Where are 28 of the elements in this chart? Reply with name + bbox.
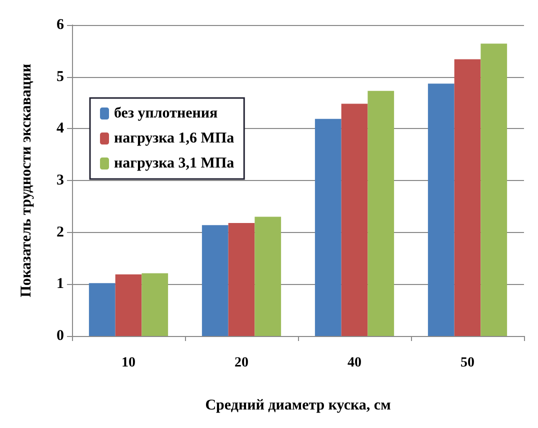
legend-label: нагрузка 1,6 МПа: [114, 130, 235, 146]
bar: [88, 283, 116, 336]
x-tick-label: 50: [460, 356, 474, 370]
bar: [254, 216, 282, 336]
x-tick-label: 20: [234, 356, 248, 370]
y-tick-label: 4: [56, 120, 64, 137]
bar: [480, 44, 508, 336]
y-tick-label: 2: [56, 224, 64, 240]
bar: [142, 273, 168, 336]
bar: [341, 104, 368, 336]
bar: [228, 223, 255, 336]
y-tick-label: 0: [56, 328, 64, 344]
legend-label: без уплотнения: [114, 106, 218, 122]
x-axis-title: Средний диаметр куска, см: [205, 398, 391, 414]
bar: [314, 118, 342, 336]
x-tick-label: 40: [348, 356, 362, 370]
legend-label: нагрузка 3,1 МПа: [114, 156, 235, 172]
bar: [454, 59, 481, 336]
y-tick-label: 1: [56, 276, 64, 292]
bar: [202, 225, 228, 336]
bar: [115, 274, 142, 336]
bar: [368, 90, 394, 336]
y-tick-label: 3: [56, 172, 64, 188]
bar: [428, 84, 454, 336]
y-tick-label: 5: [56, 68, 64, 85]
x-tick-label: 10: [122, 356, 136, 370]
y-axis-title: Показатель трудности экскавации: [18, 63, 34, 298]
y-tick-label: 6: [56, 17, 64, 33]
